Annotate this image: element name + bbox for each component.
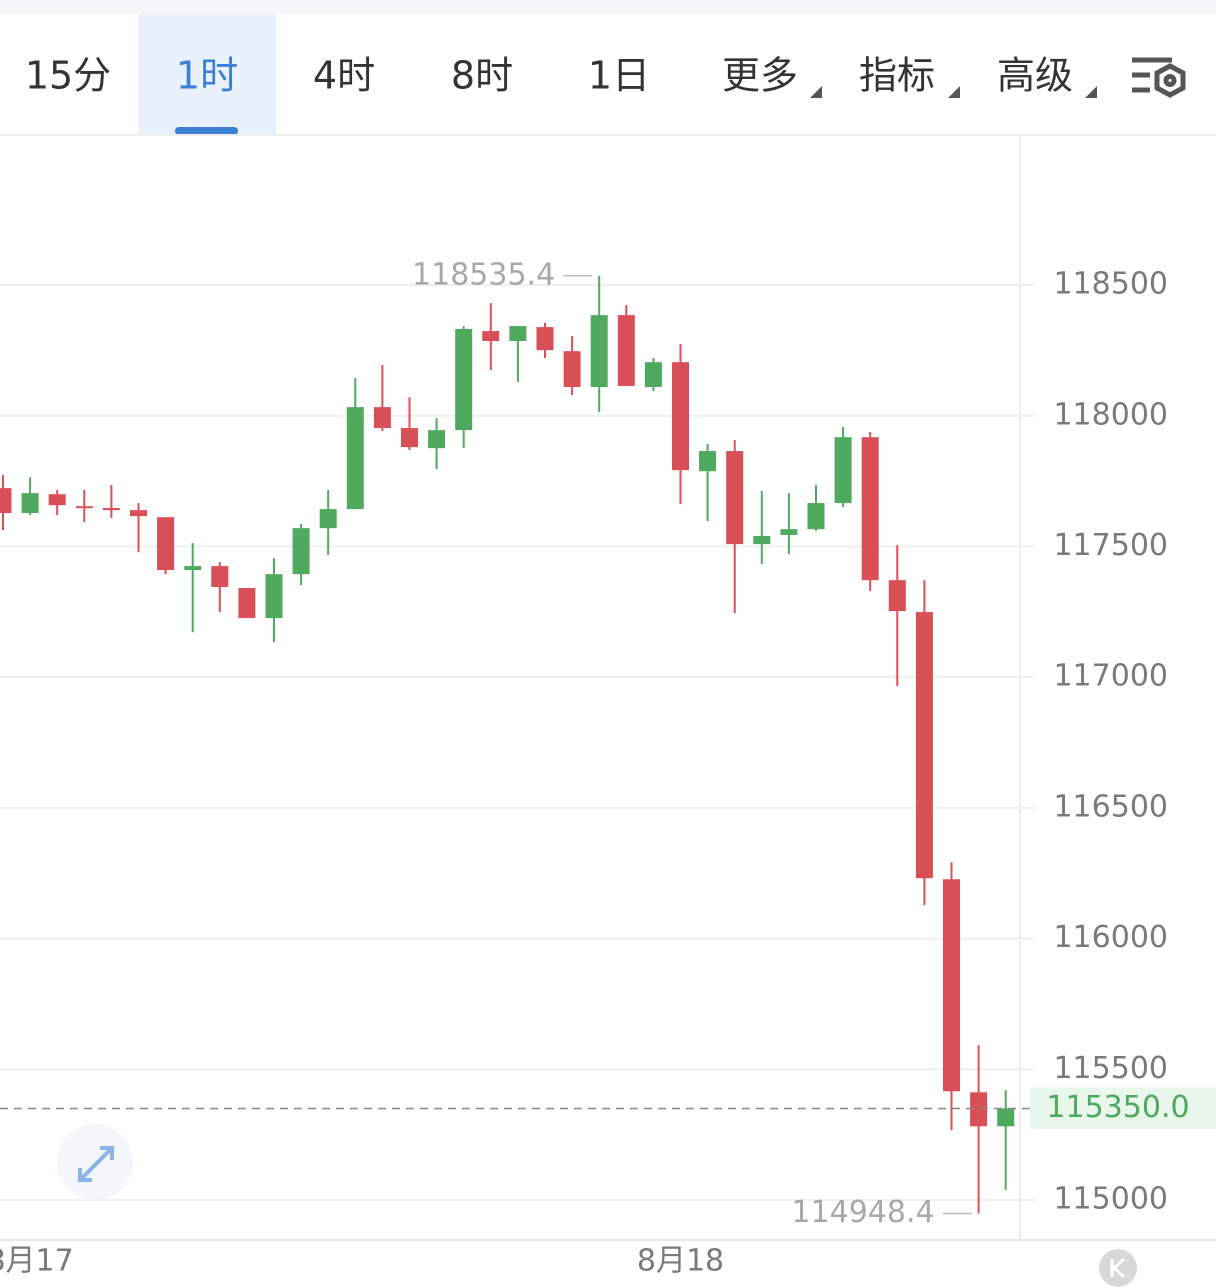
y-tick-label: 118500 [1053,267,1168,302]
candle-body [563,351,581,388]
x-tick-label: 8月18 [637,1244,724,1279]
expand-icon [78,1146,114,1182]
candle-body [644,362,662,388]
candle-body [834,437,852,504]
extreme-label: 114948.4 [791,1195,934,1230]
candle-body [943,879,960,1092]
candle-body [590,315,608,388]
status-strip [0,0,1216,14]
last-price-label: 115350.0 [1046,1090,1189,1125]
kline-icon [1110,1257,1126,1279]
candle-body [211,566,229,587]
candle-body [482,331,500,341]
candle-body [726,451,744,545]
expand-button[interactable] [57,1124,133,1200]
tab[interactable]: 15分 [25,54,111,98]
candle-body [536,327,554,351]
candle-body [807,503,825,530]
candle-body [0,488,12,514]
candle-body [401,428,418,448]
candle-body [319,509,337,529]
candle-body [265,574,283,619]
tab[interactable]: 8时 [451,54,513,98]
candle-body [455,328,473,431]
candle-body [292,528,310,575]
candle-body [184,566,202,570]
kline-button[interactable] [1099,1249,1137,1287]
tab[interactable]: 1时 [176,54,238,98]
candle-body [997,1108,1015,1127]
active-tab-indicator [175,127,238,135]
settings-icon[interactable] [1132,57,1186,98]
candle-body [780,529,798,535]
last-price-box [1030,1087,1216,1130]
candle-body [21,493,39,514]
y-tick-label: 117000 [1053,659,1168,694]
candle-body [753,536,771,545]
candle-body [672,362,689,471]
candle-body [617,315,635,386]
tab[interactable]: 1日 [588,54,650,98]
y-tick-label: 115500 [1053,1051,1168,1086]
candle-body [888,580,906,612]
candle-body [48,494,66,506]
y-tick-label: 116000 [1053,920,1168,955]
tab[interactable]: 指标 [859,54,935,98]
tab[interactable]: 4时 [313,54,375,98]
candle-body [509,326,527,341]
dropdown-arrow [810,86,822,98]
y-tick-label: 117500 [1053,528,1168,563]
candle-body [238,588,256,619]
extreme-label: 118535.4 [412,257,555,292]
candle-body [428,430,446,449]
dropdown-arrow [1085,86,1097,98]
plot: 115000 115500 116000 116500 117000 117500 1180… [0,257,1216,1279]
candle-body [915,612,933,879]
active-tab-bg [138,14,276,135]
candle-body [861,437,879,581]
tab[interactable]: 高级 [997,54,1073,98]
candle-body [130,510,147,517]
candle-body [102,508,120,511]
y-tick-label: 118000 [1053,397,1168,432]
candle-body [373,407,391,429]
candle-body [970,1092,988,1127]
y-tick-label: 115000 [1053,1182,1168,1217]
y-tick-label: 116500 [1053,789,1168,824]
candle-body [699,451,717,472]
x-tick-label: 8月17 [0,1244,74,1279]
candle-body [346,407,364,510]
tab[interactable]: 更多 [722,54,798,98]
candle-body [75,506,93,509]
dropdown-arrow [948,86,960,98]
candle-body [157,517,175,570]
